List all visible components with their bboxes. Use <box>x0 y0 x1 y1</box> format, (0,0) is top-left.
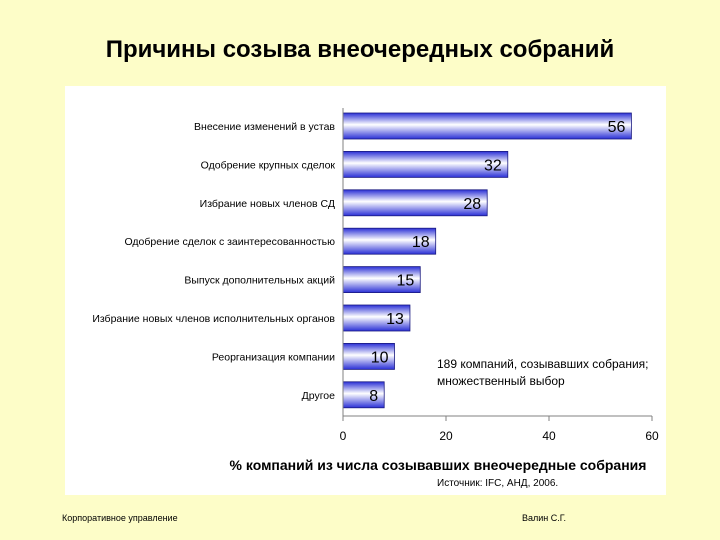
x-tick-label-2: 20 <box>439 429 453 443</box>
slide-title: Причины созыва внеочередных собраний <box>105 36 615 63</box>
bar-5 <box>342 266 421 294</box>
footer-left: Корпоративное управление <box>62 513 178 523</box>
bar-chart: Внесение изменений в устав Одобрение круп… <box>92 108 659 489</box>
value-label-6: 13 <box>386 311 404 328</box>
value-label-4: 18 <box>412 234 430 251</box>
bar-4 <box>342 227 437 255</box>
chart-panel: Внесение изменений в устав Одобрение круп… <box>65 86 666 495</box>
bar-3 <box>342 189 488 217</box>
value-label-8: 8 <box>369 388 378 405</box>
category-label-8: Другое <box>302 390 336 402</box>
value-label-5: 15 <box>396 273 414 290</box>
value-label-2: 32 <box>484 157 502 174</box>
x-axis-label: % компаний из числа созывавших внеочеред… <box>230 457 647 473</box>
chart-note-line-2: множественный выбор <box>437 374 565 388</box>
footer-right: Валин С.Г. <box>522 513 567 523</box>
category-label-2: Одобрение крупных сделок <box>201 159 336 171</box>
chart-note-line-1: 189 компаний, созывавших собрания; <box>437 357 648 371</box>
bar-6 <box>342 304 411 332</box>
category-label-6: Избрание новых членов исполнительных орг… <box>92 313 335 325</box>
category-label-7: Реорганизация компании <box>212 351 335 363</box>
bar-1 <box>342 112 632 140</box>
chart-source: Источник: IFC, АНД, 2006. <box>437 478 558 489</box>
bar-2 <box>342 151 509 178</box>
category-label-5: Выпуск дополнительных акций <box>184 275 335 287</box>
x-tick-label-4: 60 <box>645 429 659 443</box>
value-label-3: 28 <box>463 196 481 213</box>
x-tick-label-1: 0 <box>340 429 347 443</box>
x-tick-label-3: 40 <box>542 429 556 443</box>
bar-8 <box>342 381 385 409</box>
value-label-1: 56 <box>608 119 626 136</box>
category-label-3: Избрание новых членов СД <box>200 198 335 210</box>
value-label-7: 10 <box>371 349 389 366</box>
category-label-4: Одобрение сделок с заинтересованностью <box>124 236 335 248</box>
category-label-1: Внесение изменений в устав <box>194 121 335 133</box>
